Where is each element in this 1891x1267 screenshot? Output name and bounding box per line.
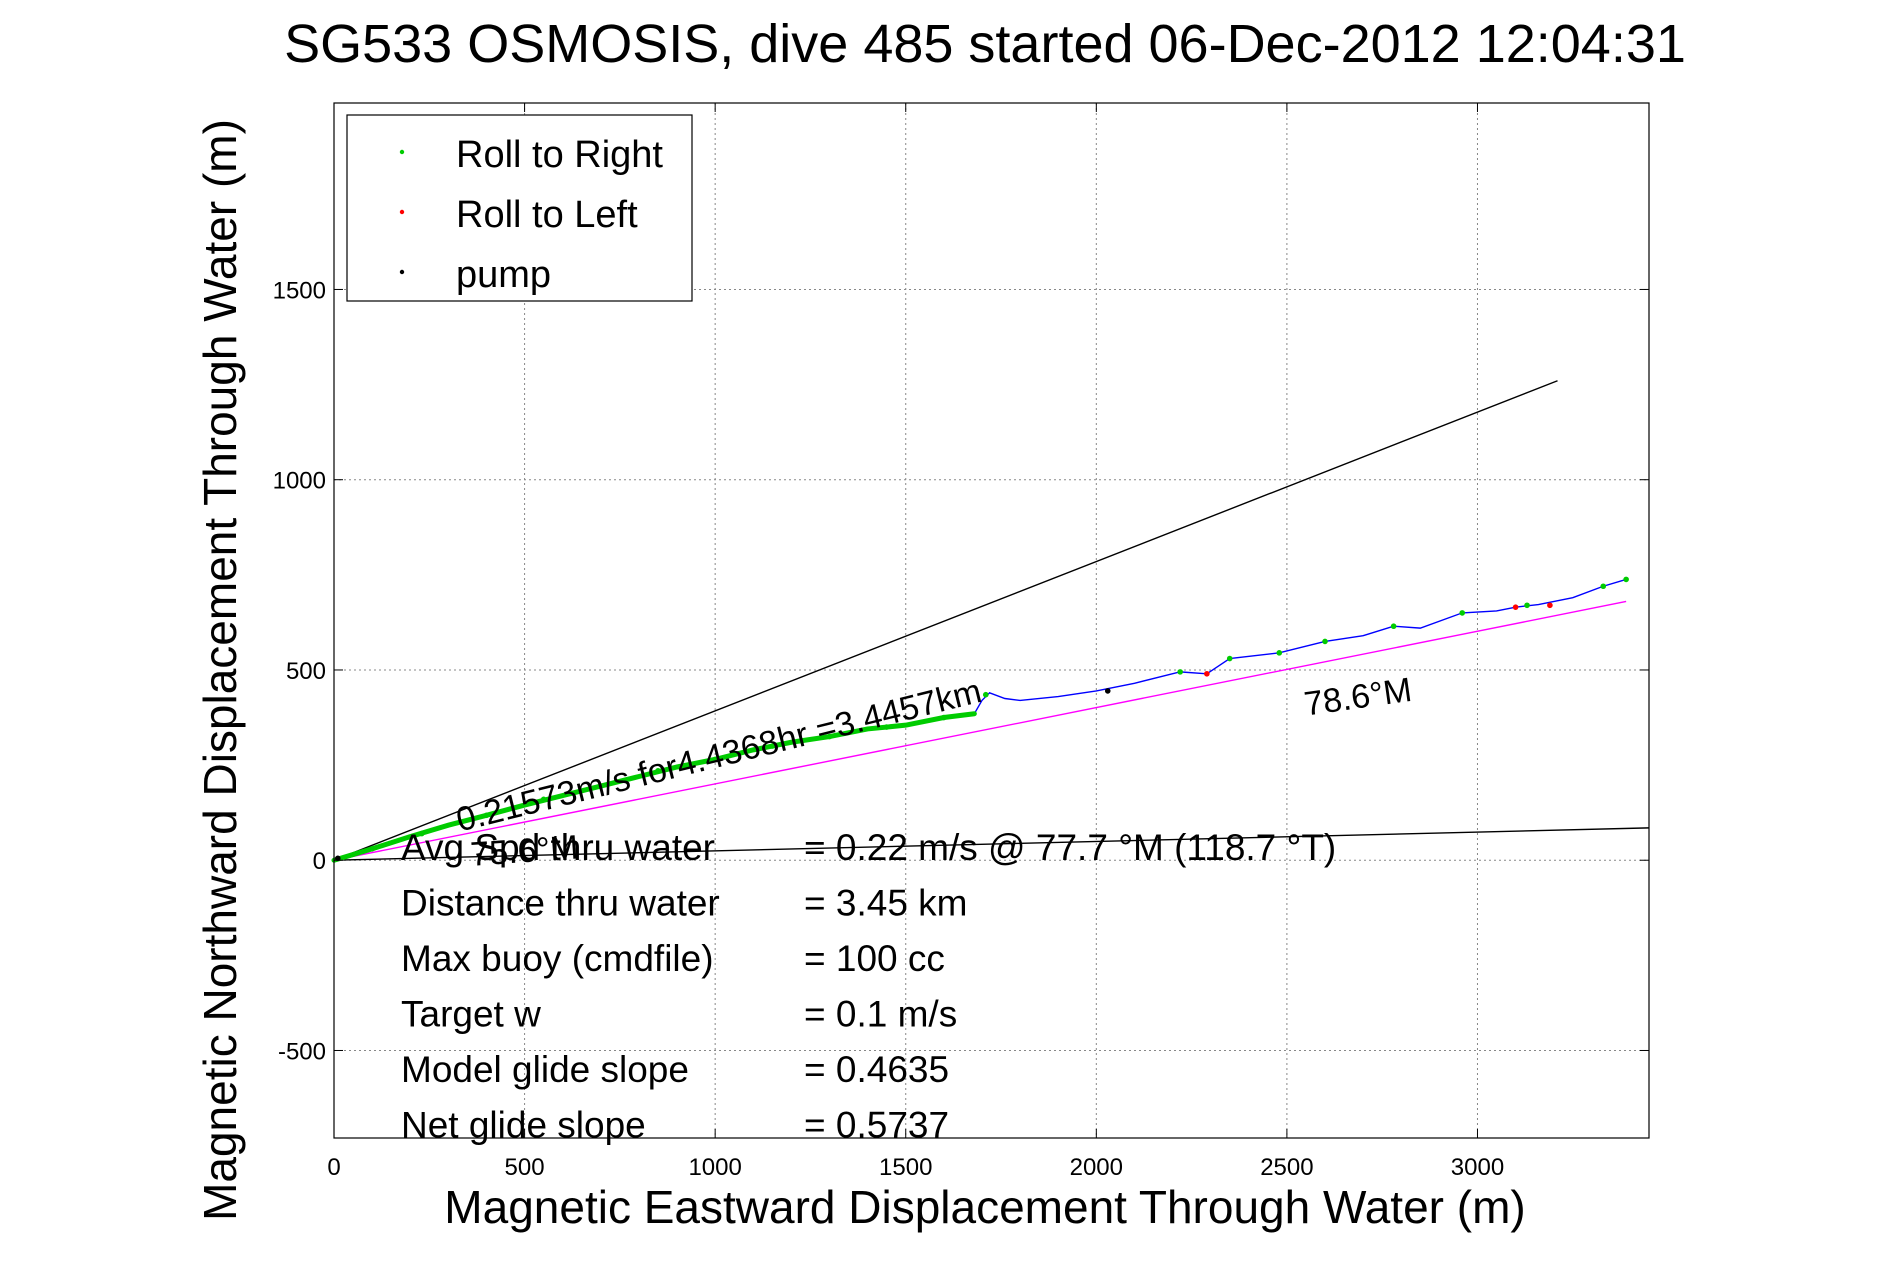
roll-right-point [1226, 655, 1233, 662]
y-axis-label: Magnetic Northward Displacement Through … [194, 119, 246, 1221]
roll-right-point [598, 783, 604, 789]
stat-value: = 0.4635 [804, 1049, 949, 1090]
stat-value: = 0.1 m/s [804, 994, 957, 1035]
ticks: 0 500 1000 1500 2000 2500 3000 -500 0 500 1000 1500 [273, 103, 1649, 1181]
x-tick-label: 2500 [1260, 1154, 1313, 1181]
y-tick-label: -500 [278, 1038, 326, 1065]
roll-right-point [826, 733, 833, 740]
roll-right-point [712, 756, 718, 763]
roll-right-point [1177, 669, 1183, 675]
stat-value: = 3.45 km [804, 883, 968, 924]
upper-bound-line [333, 380, 1558, 861]
roll-right-point [1623, 576, 1629, 583]
roll-left-point [1204, 670, 1210, 677]
stat-label: Target w [401, 994, 541, 1035]
x-tick-label: 1000 [688, 1154, 741, 1181]
x-axis-label: Magnetic Eastward Displacement Through W… [444, 1181, 1525, 1233]
markers [335, 576, 1629, 862]
y-tick-label: 500 [286, 658, 326, 685]
reference-lines [333, 380, 1650, 861]
chart-annotation: 75.6°M [469, 828, 579, 873]
roll-left-point [1512, 604, 1519, 610]
legend-marker [399, 149, 405, 155]
x-tick-label: 500 [505, 1154, 545, 1181]
y-tick-label: 1000 [273, 468, 326, 495]
chart-title: SG533 OSMOSIS, dive 485 started 06-Dec-2… [284, 14, 1686, 74]
roll-right-point [1459, 610, 1466, 616]
x-tick-label: 3000 [1451, 1154, 1504, 1181]
legend-marker [399, 269, 405, 275]
stat-label: Distance thru water [401, 883, 720, 924]
roll-right-point [369, 846, 375, 852]
stat-label: Max buoy (cmdfile) [401, 938, 714, 979]
roll-right-point [418, 830, 425, 837]
roll-right-point [982, 691, 989, 698]
x-tick-label: 0 [327, 1154, 340, 1181]
stat-label: Avg Spd thru water [401, 827, 715, 868]
stat-value: = 100 cc [804, 938, 945, 979]
y-tick-label: 1500 [273, 277, 326, 304]
roll-right-point [941, 714, 947, 721]
roll-right-point [883, 724, 890, 730]
legend-label: pump [456, 254, 551, 296]
roll-right-point [1524, 602, 1530, 609]
heading-line [333, 600, 1627, 861]
legend-label: Roll to Right [456, 134, 663, 176]
grid [334, 103, 1649, 1138]
x-tick-label: 1500 [879, 1154, 932, 1181]
roll-right-point [540, 796, 547, 803]
axes-box [333, 102, 1650, 1139]
y-tick-label: 0 [313, 848, 326, 875]
stat-label: Model glide slope [401, 1049, 689, 1090]
legend: Roll to Right Roll to Left pump [346, 114, 693, 302]
pump-point [1104, 688, 1111, 694]
roll-right-point [483, 812, 490, 819]
roll-left-point [1547, 602, 1553, 609]
roll-right-point [655, 768, 661, 774]
x-tick-label: 2000 [1070, 1154, 1123, 1181]
roll-right-point [1276, 650, 1283, 656]
legend-label: Roll to Left [456, 194, 638, 236]
roll-right-point [1390, 623, 1397, 630]
legend-marker [399, 209, 405, 215]
stat-label: Net glide slope [401, 1105, 646, 1146]
stats-block: Avg Spd thru water = 0.22 m/s @ 77.7 °M (… [401, 827, 1336, 1146]
roll-right-point [1322, 638, 1328, 645]
legend-box [346, 114, 693, 302]
roll-right-point [769, 743, 776, 749]
roll-right-point [1600, 583, 1607, 590]
stat-value: = 0.5737 [804, 1105, 949, 1146]
drift-line [333, 827, 1650, 861]
stat-value: = 0.22 m/s @ 77.7 °M (118.7 °T) [804, 827, 1336, 868]
pump-point [335, 855, 341, 862]
